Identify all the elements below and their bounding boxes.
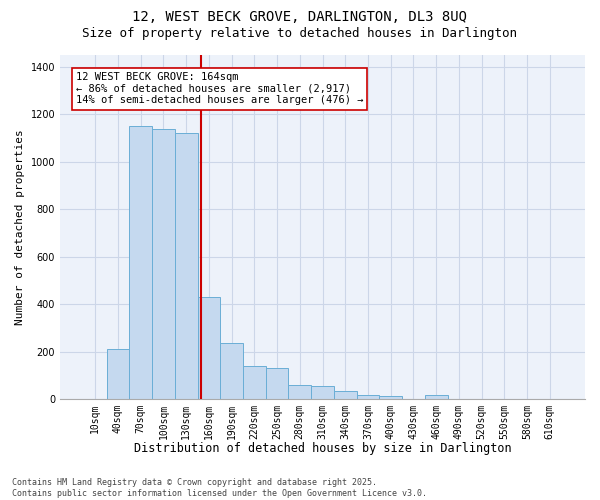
Y-axis label: Number of detached properties: Number of detached properties	[15, 129, 25, 325]
Bar	[107, 350, 130, 399]
Bar	[356, 395, 379, 399]
Bar	[220, 344, 243, 399]
Bar	[243, 366, 266, 399]
Bar	[289, 385, 311, 399]
Bar	[425, 395, 448, 399]
Bar	[311, 386, 334, 399]
Bar	[379, 396, 402, 399]
Text: 12 WEST BECK GROVE: 164sqm
← 86% of detached houses are smaller (2,917)
14% of s: 12 WEST BECK GROVE: 164sqm ← 86% of deta…	[76, 72, 363, 106]
X-axis label: Distribution of detached houses by size in Darlington: Distribution of detached houses by size …	[134, 442, 511, 455]
Text: Size of property relative to detached houses in Darlington: Size of property relative to detached ho…	[83, 28, 517, 40]
Bar	[197, 297, 220, 399]
Text: Contains HM Land Registry data © Crown copyright and database right 2025.
Contai: Contains HM Land Registry data © Crown c…	[12, 478, 427, 498]
Bar	[130, 126, 152, 399]
Bar	[152, 128, 175, 399]
Bar	[175, 134, 197, 399]
Text: 12, WEST BECK GROVE, DARLINGTON, DL3 8UQ: 12, WEST BECK GROVE, DARLINGTON, DL3 8UQ	[133, 10, 467, 24]
Bar	[266, 368, 289, 399]
Bar	[334, 391, 356, 399]
